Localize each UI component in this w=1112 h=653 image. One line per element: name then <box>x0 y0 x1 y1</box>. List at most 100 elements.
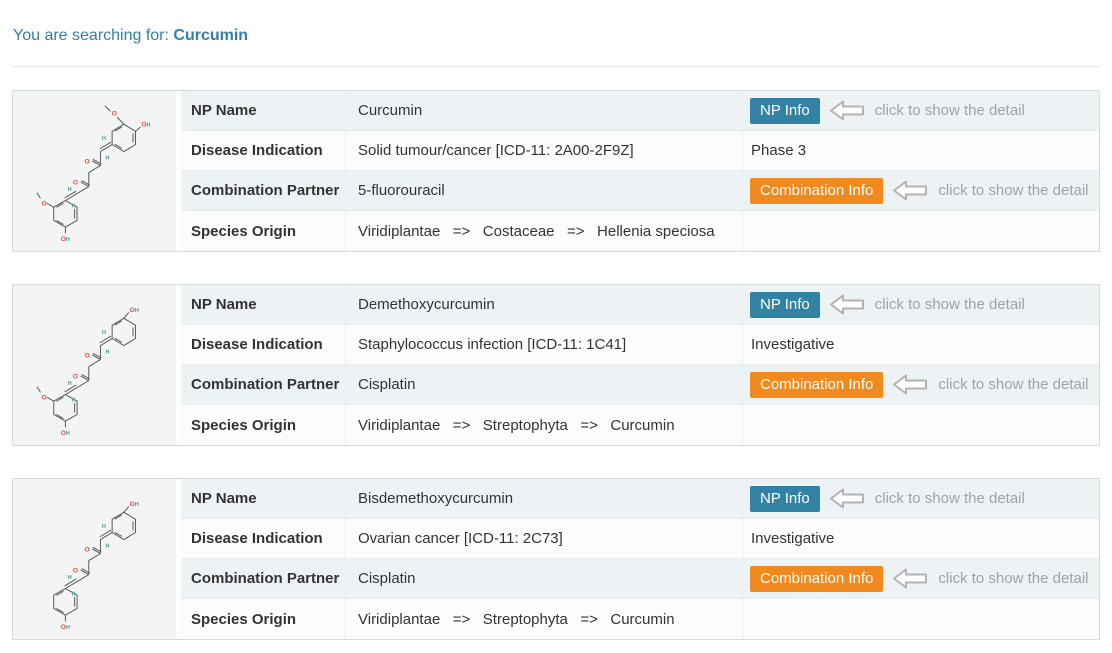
click-hint-text: click to show the detail <box>938 182 1089 199</box>
left-block-arrow-icon <box>829 487 866 510</box>
combination-partner-value: 5-fluorouracil <box>345 171 742 210</box>
svg-text:O: O <box>41 394 46 401</box>
table-row: Disease Indication Ovarian cancer [ICD-1… <box>181 519 1099 559</box>
result-table: NP Name Demethoxycurcumin NP Info click … <box>181 285 1099 445</box>
svg-text:OH: OH <box>141 122 150 129</box>
svg-text:H: H <box>102 330 106 336</box>
combination-partner-value: Cisplatin <box>345 559 742 598</box>
molecule-structure-image: OH O O H H H H OH <box>13 479 176 639</box>
species-origin-label: Species Origin <box>191 416 297 434</box>
click-hint-text: click to show the detail <box>874 490 1025 507</box>
svg-text:H: H <box>67 575 71 581</box>
disease-indication-label: Disease Indication <box>191 142 323 159</box>
table-row: Disease Indication Staphylococcus infect… <box>181 325 1099 365</box>
svg-text:H: H <box>71 592 75 598</box>
svg-text:H: H <box>105 349 109 355</box>
table-row: NP Name Bisdemethoxycurcumin NP Info cli… <box>181 479 1099 519</box>
clinical-status-value: Phase 3 <box>751 142 807 159</box>
svg-text:H: H <box>105 543 109 549</box>
click-hint-text: click to show the detail <box>874 296 1025 313</box>
combination-partner-value: Cisplatin <box>345 365 742 404</box>
np-name-label: NP Name <box>191 296 257 313</box>
np-name-label: NP Name <box>191 102 257 119</box>
left-block-arrow-icon <box>829 99 866 122</box>
np-name-label: NP Name <box>191 490 257 507</box>
search-summary: You are searching for: Curcumin <box>0 0 1112 45</box>
svg-text:H: H <box>105 155 109 161</box>
disease-indication-value: Staphylococcus infection [ICD-11: 1C41] <box>345 325 742 364</box>
molecule-structure-image: OH O O H H H H OH O <box>13 285 176 445</box>
table-row: Combination Partner Cisplatin Combinatio… <box>181 559 1099 599</box>
svg-text:O: O <box>41 200 46 207</box>
table-row: NP Name Demethoxycurcumin NP Info click … <box>181 285 1099 325</box>
click-hint-text: click to show the detail <box>874 102 1025 119</box>
svg-text:H: H <box>71 398 75 404</box>
species-origin-label: Species Origin <box>191 222 297 240</box>
np-name-value: Bisdemethoxycurcumin <box>345 479 742 518</box>
table-row: Combination Partner Cisplatin Combinatio… <box>181 365 1099 405</box>
result-table: NP Name Bisdemethoxycurcumin NP Info cli… <box>181 479 1099 639</box>
section-divider <box>12 66 1100 67</box>
combination-partner-label: Combination Partner <box>191 570 340 587</box>
search-query-text: Curcumin <box>173 27 249 44</box>
species-origin-label: Species Origin <box>191 610 297 628</box>
disease-indication-value: Solid tumour/cancer [ICD-11: 2A00-2F9Z] <box>345 131 742 170</box>
svg-text:O: O <box>84 547 89 554</box>
disease-indication-label: Disease Indication <box>191 336 323 353</box>
svg-text:O: O <box>84 353 89 360</box>
clinical-status-value: Investigative <box>751 530 835 547</box>
result-table: NP Name Curcumin NP Info click to show t… <box>181 91 1099 251</box>
clinical-status-value: Investigative <box>751 336 835 353</box>
svg-text:OH: OH <box>129 501 138 508</box>
svg-text:OH: OH <box>60 236 69 243</box>
click-hint-text: click to show the detail <box>938 376 1089 393</box>
table-row: Disease Indication Solid tumour/cancer [… <box>181 131 1099 171</box>
molecule-structure-image: OH O O H H H H O OH O <box>13 91 176 251</box>
combination-partner-label: Combination Partner <box>191 182 340 199</box>
combination-info-button[interactable]: Combination Info <box>750 177 884 204</box>
svg-text:H: H <box>67 381 71 387</box>
np-info-button[interactable]: NP Info <box>750 485 820 512</box>
combination-partner-label: Combination Partner <box>191 376 340 393</box>
svg-text:O: O <box>72 180 77 187</box>
search-prefix-text: You are searching for: <box>13 27 169 44</box>
table-row: Species Origin Viridiplantae => Costacea… <box>181 211 1099 251</box>
np-name-value: Demethoxycurcumin <box>345 285 742 324</box>
svg-text:O: O <box>72 374 77 381</box>
svg-text:H: H <box>71 204 75 210</box>
svg-text:H: H <box>67 187 71 193</box>
disease-indication-label: Disease Indication <box>191 530 323 547</box>
svg-text:O: O <box>72 568 77 575</box>
combination-info-button[interactable]: Combination Info <box>750 371 884 398</box>
left-block-arrow-icon <box>892 179 929 202</box>
table-row: Combination Partner 5-fluorouracil Combi… <box>181 171 1099 211</box>
svg-text:O: O <box>111 110 116 117</box>
svg-text:H: H <box>102 136 106 142</box>
combination-info-button[interactable]: Combination Info <box>750 565 884 592</box>
left-block-arrow-icon <box>892 567 929 590</box>
species-origin-value: Viridiplantae => Streptophyta => Curcumi… <box>345 599 742 639</box>
table-row: Species Origin Viridiplantae => Streptop… <box>181 599 1099 639</box>
result-card: OH O O H H H H OH O NP Name Demethoxycurcumin NP… <box>12 284 1100 446</box>
left-block-arrow-icon <box>829 293 866 316</box>
svg-text:H: H <box>102 524 106 530</box>
svg-text:OH: OH <box>60 624 69 631</box>
result-card: OH O O H H H H O OH O NP Name Curcumin NP Info cl… <box>12 90 1100 252</box>
table-row: NP Name Curcumin NP Info click to show t… <box>181 91 1099 131</box>
table-row: Species Origin Viridiplantae => Streptop… <box>181 405 1099 445</box>
svg-text:O: O <box>84 159 89 166</box>
np-info-button[interactable]: NP Info <box>750 291 820 318</box>
svg-text:OH: OH <box>129 307 138 314</box>
species-origin-value: Viridiplantae => Costaceae => Hellenia s… <box>345 211 742 251</box>
species-origin-value: Viridiplantae => Streptophyta => Curcumi… <box>345 405 742 445</box>
click-hint-text: click to show the detail <box>938 570 1089 587</box>
np-name-value: Curcumin <box>345 91 742 130</box>
left-block-arrow-icon <box>892 373 929 396</box>
np-info-button[interactable]: NP Info <box>750 97 820 124</box>
disease-indication-value: Ovarian cancer [ICD-11: 2C73] <box>345 519 742 558</box>
svg-text:OH: OH <box>60 430 69 437</box>
result-card: OH O O H H H H OH NP Name Bisdemethoxycurcumin … <box>12 478 1100 640</box>
